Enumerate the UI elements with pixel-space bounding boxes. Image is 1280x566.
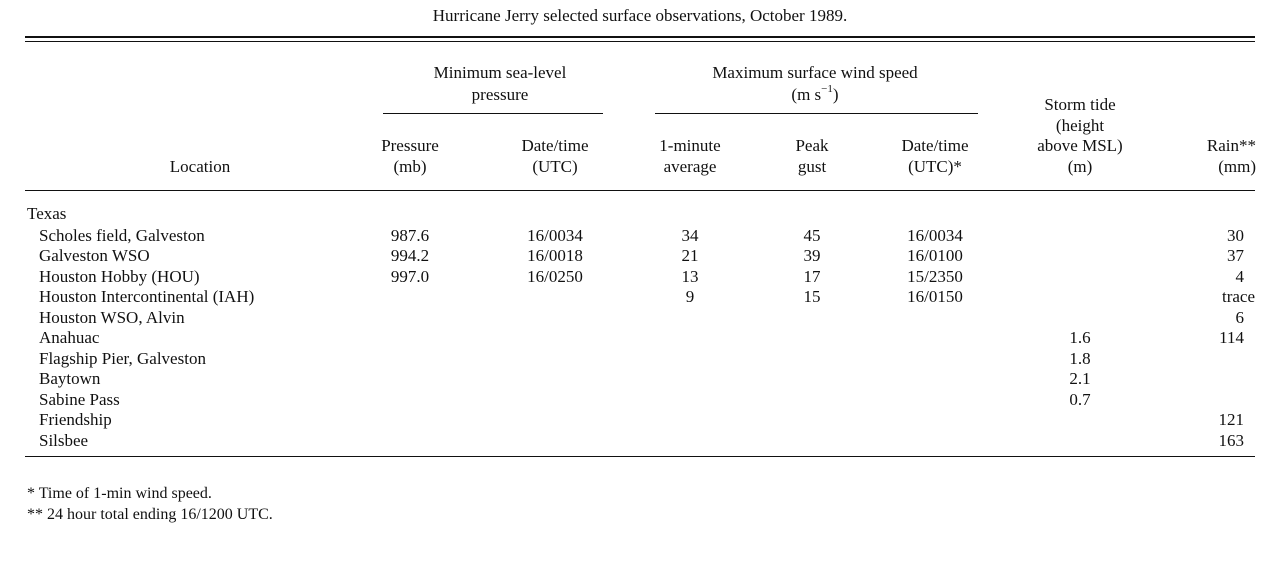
wind-unit-base: (m s: [791, 85, 822, 104]
cell-rain: 163: [1218, 431, 1245, 450]
cell-wind-1min: 34: [681, 226, 699, 245]
cell-location: Silsbee: [39, 431, 89, 450]
section-label: Texas: [27, 204, 67, 223]
cell-rain: 121: [1218, 410, 1245, 429]
table-title: Hurricane Jerry selected surface observa…: [432, 6, 848, 25]
wind-unit-exponent: −1: [821, 83, 833, 96]
header-pressure-line2: (mb): [393, 157, 427, 176]
group-pressure-underline: [383, 113, 603, 114]
header-group-wind-line1: Maximum surface wind speed: [712, 63, 918, 82]
cell-location: Sabine Pass: [39, 390, 120, 409]
header-wind-1min-line2: average: [663, 157, 717, 176]
cell-wind-datetime: 16/0034: [907, 226, 963, 245]
header-pressure-datetime-line1: Date/time: [521, 136, 589, 155]
cell-location: Friendship: [39, 410, 112, 429]
cell-storm-tide: 1.6: [1069, 328, 1091, 347]
header-rain-line2: (mm): [1218, 157, 1256, 176]
cell-location: Houston Intercontinental (IAH): [39, 287, 255, 306]
header-peak-gust-line2: gust: [797, 157, 827, 176]
header-group-pressure-line2: pressure: [471, 85, 529, 104]
footnote-rain-total: ** 24 hour total ending 16/1200 UTC.: [27, 506, 273, 523]
group-wind-underline: [655, 113, 978, 114]
cell-location: Flagship Pier, Galveston: [39, 349, 206, 368]
header-location: Location: [169, 157, 231, 176]
header-storm-tide-line4: (m): [1067, 157, 1093, 176]
header-pressure-line1: Pressure: [381, 136, 439, 155]
cell-peak-gust: 39: [803, 246, 821, 265]
cell-pressure-datetime: 16/0250: [527, 267, 583, 286]
footnote-wind-time: * Time of 1-min wind speed.: [27, 485, 212, 502]
header-storm-tide-line1: Storm tide: [1044, 95, 1116, 114]
top-rule-thin: [25, 41, 1255, 42]
cell-rain: 37: [1227, 246, 1244, 265]
cell-wind-1min: 13: [681, 267, 699, 286]
cell-rain: trace: [1221, 287, 1255, 306]
cell-rain: 4: [1235, 267, 1245, 286]
cell-storm-tide: 2.1: [1069, 369, 1091, 388]
cell-location: Galveston WSO: [39, 246, 150, 265]
header-group-wind-line2: (m s−1): [650, 83, 980, 105]
header-bottom-rule: [25, 190, 1255, 191]
cell-rain: 6: [1235, 308, 1245, 327]
header-peak-gust-line1: Peak: [795, 136, 829, 155]
cell-pressure: 997.0: [390, 267, 430, 286]
cell-pressure-datetime: 16/0018: [527, 246, 583, 265]
header-pressure-datetime-line2: (UTC): [532, 157, 578, 176]
cell-wind-1min: 9: [685, 287, 695, 306]
cell-location: Scholes field, Galveston: [39, 226, 205, 245]
cell-location: Houston Hobby (HOU): [39, 267, 200, 286]
wind-unit-close: ): [832, 85, 839, 104]
header-rain-line1: Rain**: [1206, 136, 1256, 155]
top-rule: [25, 36, 1255, 38]
cell-location: Baytown: [39, 369, 101, 388]
cell-wind-datetime: 15/2350: [907, 267, 963, 286]
bottom-rule: [25, 456, 1255, 457]
header-wind-datetime-line1: Date/time: [901, 136, 969, 155]
cell-location: Houston WSO, Alvin: [39, 308, 185, 327]
header-storm-tide-line2: (height: [1055, 116, 1105, 135]
cell-wind-datetime: 16/0150: [907, 287, 963, 306]
header-wind-datetime-line2: (UTC)*: [908, 157, 962, 176]
cell-storm-tide: 0.7: [1069, 390, 1091, 409]
cell-pressure: 994.2: [390, 246, 430, 265]
cell-peak-gust: 17: [803, 267, 821, 286]
cell-peak-gust: 45: [803, 226, 821, 245]
cell-storm-tide: 1.8: [1069, 349, 1091, 368]
header-storm-tide-line3: above MSL): [1037, 136, 1123, 155]
cell-wind-1min: 21: [681, 246, 699, 265]
cell-rain: 30: [1227, 226, 1244, 245]
cell-peak-gust: 15: [803, 287, 821, 306]
cell-location: Anahuac: [39, 328, 100, 347]
header-group-pressure-line1: Minimum sea-level: [433, 63, 567, 82]
cell-rain: 114: [1219, 328, 1244, 347]
cell-pressure: 987.6: [390, 226, 430, 245]
header-wind-1min-line1: 1-minute: [659, 136, 721, 155]
cell-wind-datetime: 16/0100: [907, 246, 963, 265]
cell-pressure-datetime: 16/0034: [527, 226, 583, 245]
